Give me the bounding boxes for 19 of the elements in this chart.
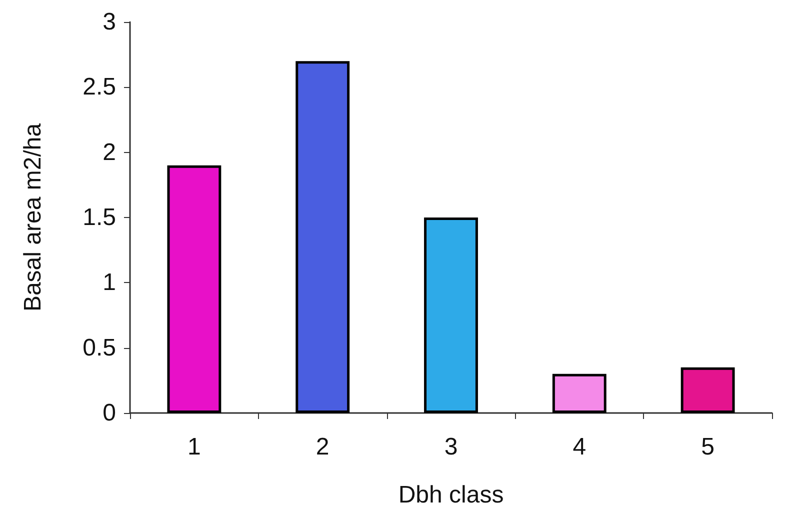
y-tick-label: 2 xyxy=(102,138,116,166)
x-tick-label: 3 xyxy=(444,434,458,460)
y-tick-label: 0 xyxy=(102,400,116,426)
bar xyxy=(680,367,735,413)
y-tick-label: 2.5 xyxy=(82,74,116,101)
y-axis-title: Basal area m2/ha xyxy=(20,122,46,312)
y-tick-label: 0.5 xyxy=(82,334,116,362)
x-axis-title: Dbh class xyxy=(398,482,504,508)
y-tick-label: 1.5 xyxy=(82,204,116,231)
x-tick-label: 4 xyxy=(572,434,586,460)
y-tick-label: 1 xyxy=(102,269,116,296)
x-tick-label: 1 xyxy=(188,434,201,460)
y-tick-label: 3 xyxy=(102,8,116,36)
x-tick-label: 5 xyxy=(701,434,714,460)
bar xyxy=(167,165,222,413)
bar xyxy=(424,218,478,413)
bar xyxy=(552,374,606,413)
bar xyxy=(296,61,350,413)
x-tick-label: 2 xyxy=(316,434,330,460)
